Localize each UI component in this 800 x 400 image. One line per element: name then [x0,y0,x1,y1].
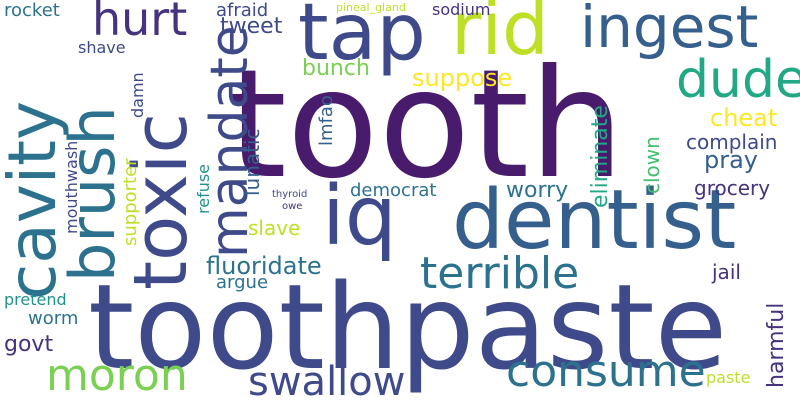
word-grocery: grocery [694,176,771,200]
word-hurt: hurt [92,0,188,46]
word-tooth: tooth [228,38,625,212]
word-slave: slave [248,216,301,240]
word-worry: worry [506,178,569,203]
word-pretend: pretend [4,290,67,309]
word-clown: clown [640,136,664,194]
word-consume: consume [506,346,706,397]
word-supporter: supporter [120,158,141,246]
word-afraid: afraid [216,0,269,21]
word-iq: iq [322,169,397,264]
word-damn: damn [128,72,147,118]
word-rid: rid [451,0,549,72]
word-terrible: terrible [420,248,580,299]
word-cheat: cheat [710,104,778,132]
word-pray: pray [704,146,759,174]
word-ingest: ingest [580,0,759,61]
word-harmful: harmful [764,302,789,388]
word-govt: govt [4,332,54,357]
word-fluoridate: fluoridate [206,252,322,280]
word-dude: dude [676,50,800,110]
word-democrat: democrat [350,180,437,201]
word-worm: worm [28,308,79,329]
word-pineal-gland: pineal_gland [336,1,406,14]
word-thyroid: thyroid [272,189,308,200]
word-lmfao: lmfao [316,95,337,146]
word-tap: tap [298,0,426,78]
word-sodium: sodium [432,0,491,19]
word-toothpaste: toothpaste [88,258,728,396]
word-rocket: rocket [4,0,60,21]
word-tweet: tweet [220,14,283,39]
word-eliminate: eliminate [588,105,613,208]
word-paste: paste [706,368,751,387]
word-moron: moron [46,350,188,400]
word-mouthwash: mouthwash [62,140,81,234]
word-owe: owe [282,201,303,212]
word-bunch: bunch [302,56,370,81]
word-jail: jail [712,260,741,284]
word-lunatic: lunatic [240,128,264,196]
word-suppose: suppose [412,64,513,92]
word-dentist: dentist [452,173,737,268]
word-swallow: swallow [248,359,406,400]
word-argue: argue [216,272,269,293]
word-shave: shave [78,38,126,57]
word-complain: complain [686,130,778,154]
word-refuse: refuse [194,163,213,214]
